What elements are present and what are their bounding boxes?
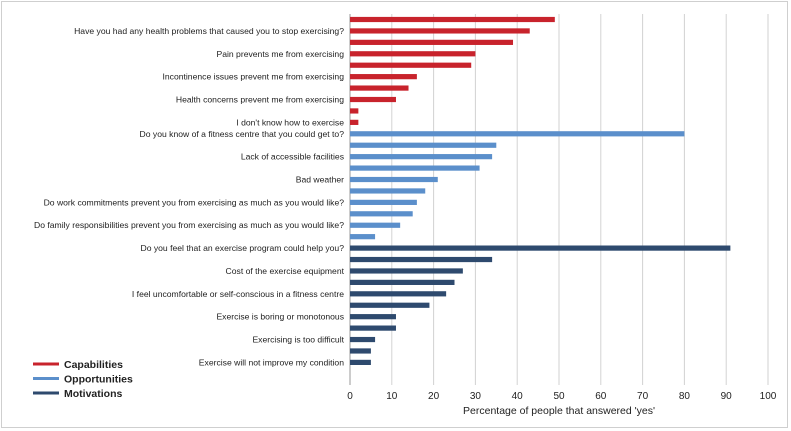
legend-label-capabilities: Capabilities [64,359,123,371]
gridlines [349,14,769,385]
x-tick-label: 0 [347,391,353,402]
bar-motivations-1 [350,245,731,251]
bar-motivations-3 [350,268,463,274]
category-label: Exercise is boring or monotonous [216,312,344,322]
bar-capabilities-6 [350,74,417,80]
bar-motivations-11 [350,359,371,365]
bar-capabilities-10 [350,119,359,125]
category-label: Do you know of a fitness centre that you… [140,129,345,139]
x-tick-label: 30 [470,391,482,402]
bar-opportunities-7 [350,199,417,205]
bar-capabilities-5 [350,62,472,68]
bar-motivations-4 [350,279,455,285]
x-tick-label: 70 [637,391,649,402]
bar-opportunities-2 [350,142,497,148]
bar-capabilities-1 [350,16,555,23]
bar-opportunities-1 [350,131,685,137]
bars [350,16,731,365]
category-label: Do family responsibilities prevent you f… [34,220,344,230]
x-tick-label: 20 [428,391,440,402]
category-label: Lack of accessible facilities [241,152,344,162]
category-label: I feel uncomfortable or self-conscious i… [132,289,344,299]
bar-opportunities-9 [350,222,401,228]
category-label: Do work commitments prevent you from exe… [44,197,345,207]
bar-motivations-8 [350,325,396,331]
category-label: Exercise will not improve my condition [199,357,344,367]
bar-motivations-10 [350,348,371,354]
category-label: I don't know how to exercise [236,117,344,127]
category-labels: Have you had any health problems that ca… [34,26,345,367]
category-label: Do you feel that an exercise program cou… [140,243,344,253]
category-label: Pain prevents me from exercising [216,49,344,59]
bar-motivations-7 [350,314,396,320]
bar-capabilities-8 [350,96,396,103]
x-tick-label: 50 [553,391,565,402]
bar-opportunities-10 [350,234,376,240]
bar-capabilities-2 [350,28,530,34]
bar-motivations-6 [350,302,430,308]
bar-motivations-9 [350,336,376,343]
legend-label-motivations: Motivations [64,388,122,400]
bar-capabilities-3 [350,39,514,45]
x-tick-label: 90 [721,391,733,402]
x-tick-label: 100 [760,391,777,402]
category-label: Have you had any health problems that ca… [74,26,344,36]
legend: Capabilities Opportunities Motivations [33,359,133,400]
legend-label-opportunities: Opportunities [64,374,133,386]
bar-opportunities-6 [350,188,426,194]
category-label: Health concerns prevent me from exercisi… [176,95,344,105]
bar-capabilities-4 [350,51,476,57]
x-tick-label: 60 [595,391,607,402]
category-label: Exercising is too difficult [252,335,344,345]
bar-capabilities-9 [350,108,359,114]
x-tick-label: 40 [512,391,524,402]
bar-opportunities-3 [350,154,493,160]
bar-motivations-2 [350,256,493,263]
x-tick-labels: 0 10 20 30 40 50 60 70 80 90 100 [347,391,777,402]
x-axis-title: Percentage of people that answered 'yes' [463,405,655,417]
bar-motivations-5 [350,291,447,297]
bar-opportunities-5 [350,176,438,183]
category-label: Incontinence issues prevent me from exer… [162,72,344,82]
bar-capabilities-7 [350,85,409,91]
bar-opportunities-8 [350,211,413,217]
x-tick-label: 80 [679,391,691,402]
x-tick-label: 10 [386,391,398,402]
category-label: Bad weather [296,175,344,185]
category-label: Cost of the exercise equipment [226,266,345,276]
bar-opportunities-4 [350,165,480,171]
